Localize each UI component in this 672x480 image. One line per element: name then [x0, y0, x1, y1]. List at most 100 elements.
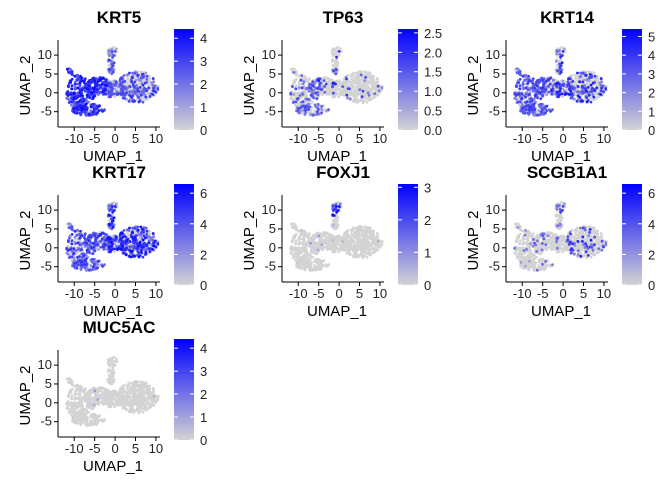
cell-point [111, 225, 115, 229]
cell-point [357, 230, 361, 234]
cell-point [308, 83, 311, 86]
cell-point [533, 86, 536, 90]
cell-point [148, 95, 152, 98]
y-tick-label: 10 [486, 47, 500, 62]
cell-point [145, 74, 149, 78]
cell-point [111, 64, 115, 68]
cell-point [521, 83, 525, 86]
cell-point [87, 87, 90, 91]
cell-point [152, 89, 156, 93]
cell-point [366, 79, 370, 83]
cell-point [324, 82, 328, 86]
cell-point [336, 81, 340, 85]
cell-point [376, 236, 379, 239]
cell-point [73, 83, 77, 86]
cell-point [111, 70, 115, 74]
cell-point [354, 75, 357, 79]
cell-point [77, 93, 80, 96]
x-tick-label: 10 [149, 286, 163, 301]
cell-point [364, 76, 367, 79]
cell-point [72, 97, 76, 100]
cell-point [124, 235, 128, 239]
cell-point [80, 263, 83, 267]
cell-point [318, 82, 322, 86]
cell-point [299, 78, 303, 82]
cell-point [345, 77, 348, 81]
cell-point [589, 97, 593, 101]
umap-points [289, 200, 384, 272]
cell-point [291, 85, 294, 89]
cell-point [69, 96, 73, 100]
cell-point [520, 104, 524, 107]
cell-point [107, 67, 111, 71]
cell-point [75, 233, 79, 237]
cell-point [145, 92, 149, 96]
cell-point [311, 113, 315, 117]
cell-point [108, 54, 111, 58]
cell-point [91, 252, 95, 255]
cell-point [78, 236, 82, 240]
cell-point [145, 233, 149, 236]
cell-point [355, 243, 359, 247]
cell-point [112, 83, 116, 87]
cell-point [67, 222, 71, 226]
cell-point [331, 85, 334, 89]
cell-point [126, 78, 130, 81]
cell-point [139, 70, 143, 74]
cell-point [337, 250, 340, 254]
x-tick-label: 0 [111, 131, 118, 146]
cell-point [302, 80, 306, 84]
cell-point [523, 111, 527, 115]
cell-point [363, 233, 367, 237]
cell-point [76, 256, 79, 259]
cell-point [370, 229, 374, 233]
cell-point [122, 85, 125, 89]
cell-point [138, 86, 142, 89]
cell-point [366, 71, 370, 74]
cell-point [344, 87, 347, 91]
cell-point [76, 95, 80, 99]
cell-point [541, 79, 545, 83]
cell-point [311, 80, 314, 84]
cell-point [128, 71, 131, 75]
cell-point [75, 111, 79, 115]
cell-point [133, 80, 137, 84]
cell-point [294, 87, 298, 91]
cell-point [573, 97, 576, 101]
cell-point [365, 83, 369, 87]
cell-point [141, 100, 145, 104]
cell-point [359, 73, 363, 77]
cell-point [93, 85, 97, 89]
cell-point [113, 250, 116, 254]
colorbar: 0.00.51.01.52.02.5 [398, 26, 442, 138]
cell-point [135, 84, 139, 87]
cell-point [320, 108, 323, 111]
cell-point [83, 86, 86, 90]
cell-point [367, 93, 371, 97]
cell-point [346, 96, 349, 100]
cell-point [335, 55, 338, 59]
cell-point [548, 82, 552, 86]
cell-point [298, 94, 302, 97]
cell-point [341, 248, 345, 252]
cell-point [344, 242, 347, 246]
cell-point [136, 95, 140, 99]
cell-point [75, 266, 79, 270]
cell-point [92, 112, 95, 116]
cell-point [315, 87, 319, 90]
cell-point [147, 86, 151, 90]
cell-point [136, 89, 140, 93]
cell-point [531, 77, 535, 81]
cell-point [599, 77, 603, 80]
cell-point [304, 87, 308, 91]
cell-point [98, 77, 102, 81]
cell-point [110, 82, 113, 86]
cell-point [535, 113, 539, 117]
cell-point [545, 93, 548, 96]
cell-point [533, 107, 537, 111]
cell-point [321, 93, 324, 96]
colorbar-tick-label: 2 [648, 86, 655, 101]
cell-point [358, 88, 362, 91]
cell-point [559, 55, 562, 59]
cell-point [320, 111, 323, 115]
